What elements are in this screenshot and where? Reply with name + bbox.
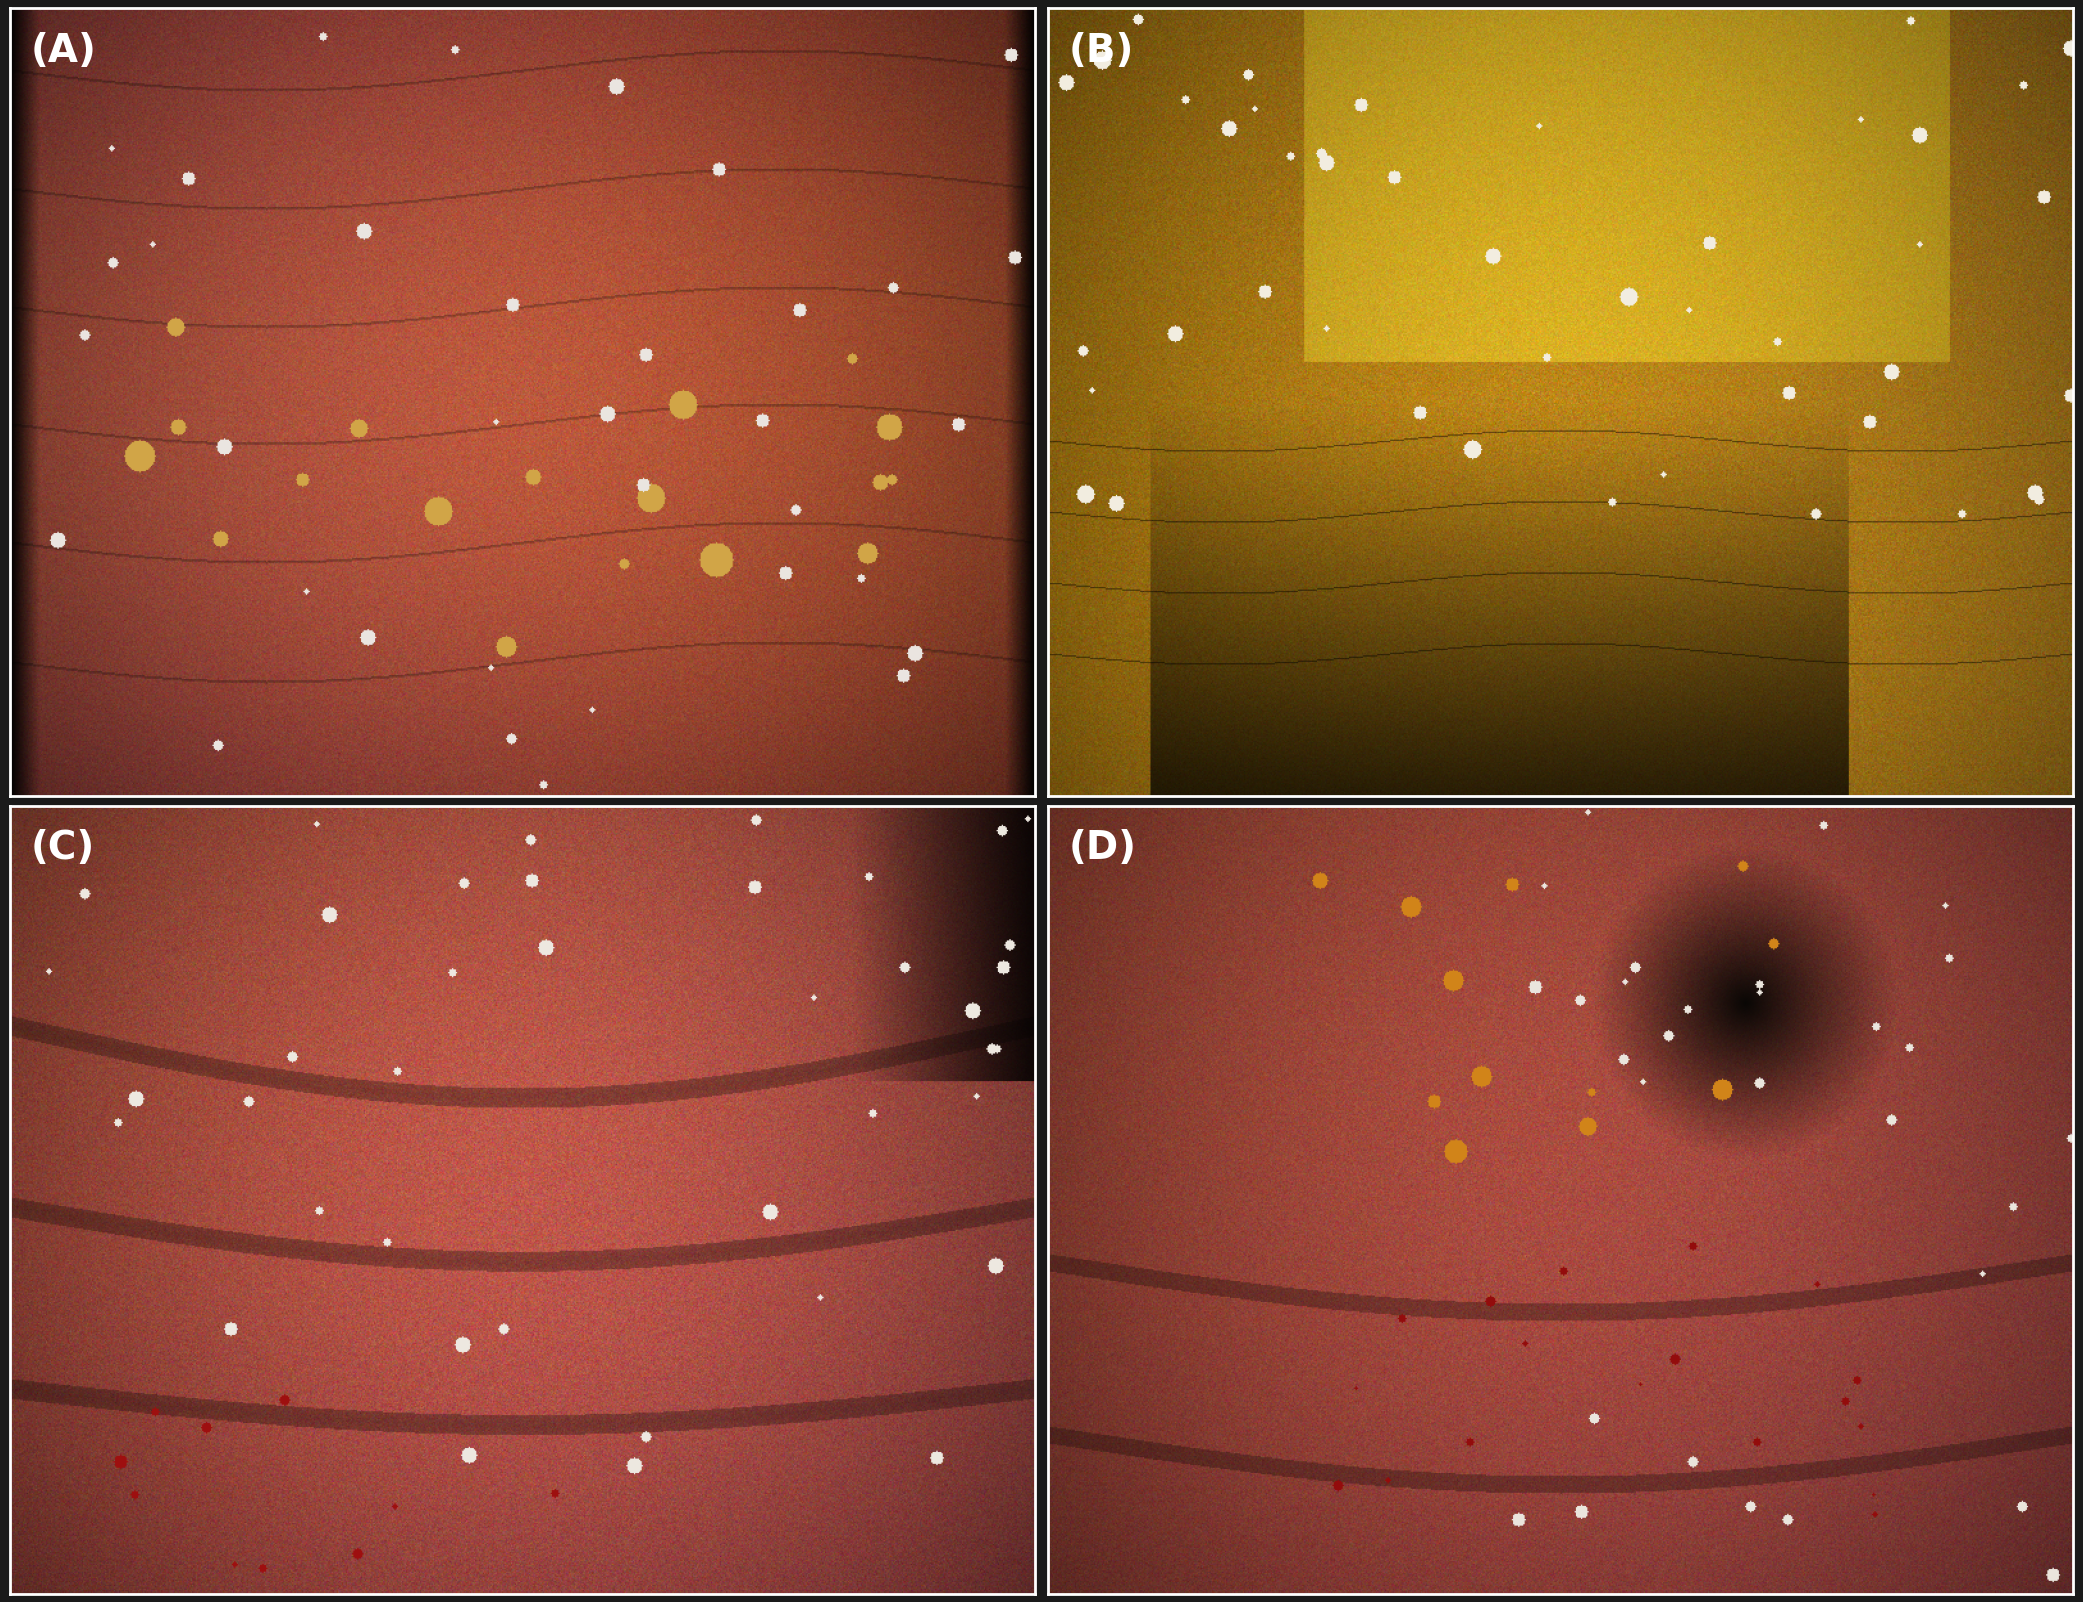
Text: (D): (D) [1069,830,1135,867]
Text: (A): (A) [31,32,96,69]
Text: (C): (C) [31,830,96,867]
Text: (B): (B) [1069,32,1133,69]
